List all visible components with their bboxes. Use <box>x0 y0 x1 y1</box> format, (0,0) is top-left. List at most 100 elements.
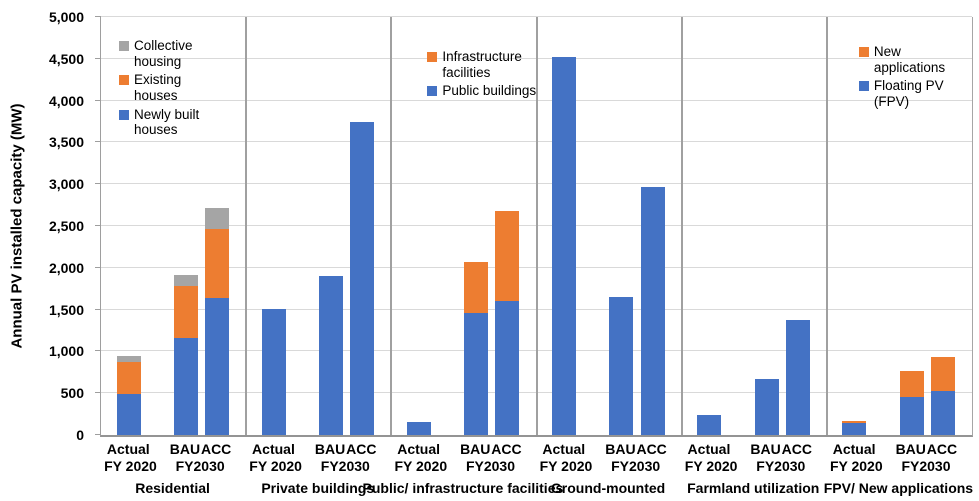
bar <box>350 17 375 435</box>
x-tick-sublabel-fy2020: FY 2020 <box>249 458 302 474</box>
y-tick-mark <box>95 308 101 310</box>
panel: Collective housing Existing houses Newly b… <box>101 17 246 435</box>
bar-segment <box>495 301 520 435</box>
bar-segment <box>116 356 141 363</box>
y-tick-label: 3,000 <box>48 176 84 193</box>
bar-segment <box>552 57 577 435</box>
bar-segment <box>899 370 924 397</box>
bar <box>842 17 867 435</box>
x-tick-sublabel-fy2030: FY2030 <box>175 458 225 474</box>
x-tick-label-acc: ACC <box>200 441 232 457</box>
y-tick-label: 4,500 <box>48 50 84 67</box>
bar-segment <box>350 121 375 435</box>
legend-label: Newly built houses <box>134 106 200 138</box>
bar-segment <box>116 362 141 395</box>
bar <box>552 17 577 435</box>
bar <box>785 17 810 435</box>
x-tick-sublabel-fy2020: FY 2020 <box>539 458 593 474</box>
bar-segment <box>319 276 344 435</box>
x-tick-sublabel-fy2030: FY2030 <box>611 458 661 474</box>
legend-item: Newly built houses <box>119 107 214 138</box>
bar-segment <box>930 357 955 391</box>
panel <box>682 17 827 435</box>
legend-label: Public buildings <box>442 83 537 99</box>
x-axis-panel-labels: Actual BAU ACC FY 2020 FY2030 Public/ infrast… <box>363 441 564 501</box>
x-tick-sublabel-fy2020: FY 2020 <box>684 458 738 474</box>
y-tick-mark <box>95 434 101 435</box>
category-label: Ground-mounted <box>550 480 666 496</box>
legend-label: New applications <box>873 44 946 75</box>
x-axis-panel-labels: Actual BAU ACC FY 2020 FY2030 Farmland utiliz… <box>681 441 826 501</box>
x-tick-sublabel-fy2030: FY2030 <box>901 458 951 474</box>
bar-segment <box>173 286 198 339</box>
x-tick-label-bau: BAU <box>895 441 926 457</box>
bar <box>495 17 520 435</box>
y-tick-label: 500 <box>60 385 84 402</box>
bar-segment <box>609 297 634 435</box>
bar-segment <box>464 312 489 435</box>
x-tick-label-actual: Actual <box>542 441 586 457</box>
x-tick-sublabel-fy2030: FY2030 <box>465 458 516 474</box>
x-tick-label-bau: BAU <box>169 441 201 457</box>
legend-label: Floating PV (FPV) <box>873 78 944 109</box>
panel-separator <box>535 17 538 435</box>
y-tick-mark <box>95 225 101 226</box>
x-tick-sublabel-fy2030: FY2030 <box>320 458 370 474</box>
bar <box>464 17 489 435</box>
bar-segment <box>495 210 520 302</box>
panel <box>537 17 682 435</box>
legend: New applications Floating PV (FPV) <box>858 44 956 110</box>
category-label: Residential <box>135 480 210 496</box>
panel: New applications Floating PV (FPV) <box>827 17 972 435</box>
legend-item: Collective housing <box>119 38 214 69</box>
panel-separator <box>825 17 828 435</box>
bar-segment <box>173 338 198 435</box>
x-axis-panel-labels: Actual BAU ACC FY 2020 FY2030 Private buildin… <box>245 441 390 501</box>
y-axis-tick-labels: 0 500 1,000 1,500 2,000 2,500 3,000 3,500 4,000 4… <box>0 9 92 443</box>
y-tick-mark <box>95 266 101 268</box>
panel-separator <box>680 17 683 435</box>
x-axis-panel-labels: Actual BAU ACC FY 2020 FY2030 Residential <box>100 441 245 501</box>
y-tick-label: 0 <box>76 427 84 443</box>
legend-marker <box>119 109 129 120</box>
legend-marker <box>858 81 869 92</box>
y-tick-label: 2,500 <box>48 218 84 234</box>
x-tick-label-acc: ACC <box>636 441 667 457</box>
bar-segment <box>406 421 431 435</box>
y-tick-mark <box>95 16 101 17</box>
legend-item: Infrastructure facilities <box>427 49 540 80</box>
y-tick-label: 2,000 <box>48 259 84 276</box>
bar <box>930 17 955 435</box>
x-tick-label-actual: Actual <box>106 441 150 457</box>
panel-separator <box>245 17 248 435</box>
x-tick-label-actual: Actual <box>252 441 295 457</box>
legend-marker <box>858 47 869 57</box>
legend-marker <box>119 75 129 86</box>
bar <box>899 17 924 435</box>
x-tick-label-actual: Actual <box>397 441 441 457</box>
y-tick-mark <box>95 183 101 185</box>
legend: Infrastructure facilities Public building… <box>427 49 540 99</box>
legend-label: Collective housing <box>134 38 193 69</box>
bar-segment <box>754 379 779 435</box>
legend-item: Existing houses <box>119 72 214 103</box>
legend-item: Floating PV (FPV) <box>858 78 956 109</box>
y-tick-label: 1,500 <box>48 301 84 318</box>
y-tick-label: 1,000 <box>48 343 84 360</box>
x-tick-sublabel-fy2020: FY 2020 <box>829 458 883 474</box>
x-tick-label-acc: ACC <box>491 441 522 457</box>
bar-segment <box>930 390 955 435</box>
bar-segment <box>785 320 810 435</box>
bar-segment <box>899 396 924 435</box>
x-tick-label-bau: BAU <box>314 441 346 457</box>
bar-segment <box>205 207 230 229</box>
x-tick-sublabel-fy2020: FY 2020 <box>394 458 448 474</box>
bar <box>173 17 198 435</box>
bar-segment <box>842 421 867 424</box>
legend-label: Existing houses <box>134 72 182 103</box>
gridline <box>101 16 972 17</box>
y-tick-label: 5,000 <box>48 9 84 25</box>
bar-segment <box>261 308 286 435</box>
x-tick-label-actual: Actual <box>687 441 731 457</box>
